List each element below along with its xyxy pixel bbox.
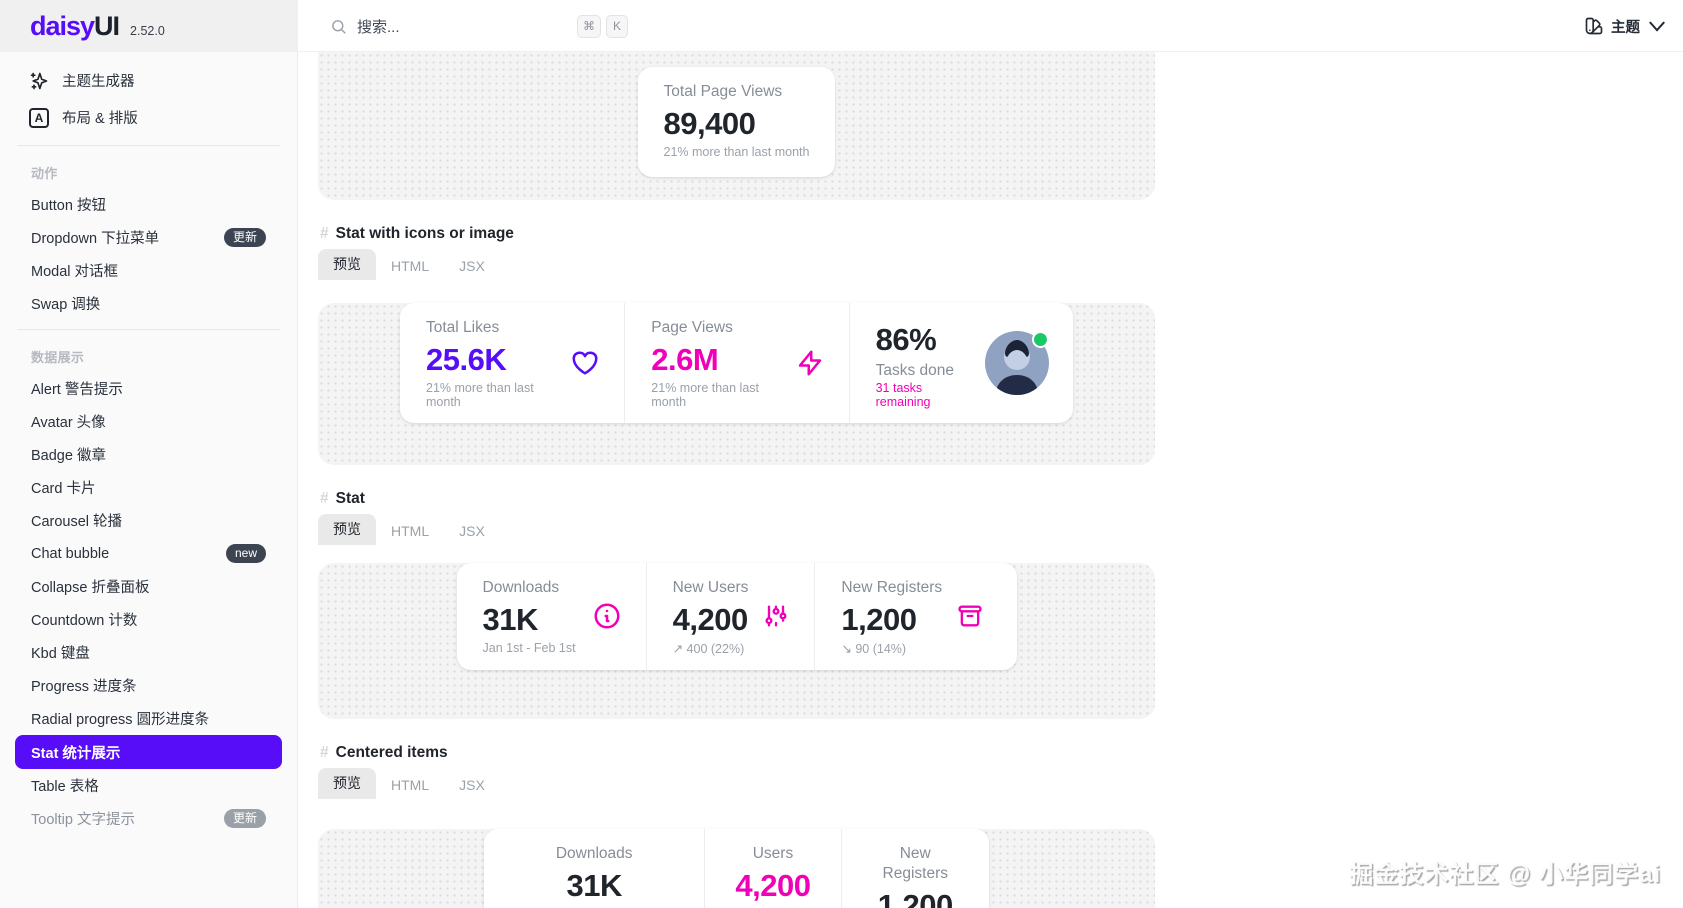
preview-panel-top: Total Page Views 89,400 21% more than la…	[318, 52, 1155, 200]
sidebar-item-badge[interactable]: Badge 徽章	[31, 448, 106, 464]
stat-card-total-page-views: Total Page Views 89,400 21% more than la…	[637, 67, 836, 177]
sidebar-section-actions: 动作	[31, 166, 58, 181]
stat-downloads: Downloads 31K Jan 1st - Feb 1st	[457, 563, 646, 670]
daisyui-logo[interactable]: daisyUI	[30, 11, 120, 41]
stat-downloads-centered: Downloads 31K From January 1st to Februa…	[539, 845, 650, 908]
letter-a-icon: A	[29, 107, 49, 128]
tab-preview[interactable]: 预览	[318, 249, 376, 280]
stat-total-likes: Total Likes 25.6K 21% more than last mon…	[400, 303, 624, 423]
preview-panel-centered: Downloads 31K From January 1st to Februa…	[318, 829, 1155, 908]
stat-new-registers-centered: New Registers 1,200 ↘ 90 (14%)	[840, 829, 990, 908]
sidebar-item-radial-progress[interactable]: Radial progress 圆形进度条	[31, 712, 210, 728]
main-content: Total Page Views 89,400 21% more than la…	[318, 52, 1155, 908]
stat-desc: 21% more than last month	[663, 144, 810, 159]
sidebar-item-card[interactable]: Card 卡片	[31, 481, 96, 497]
new-badge: new	[225, 543, 266, 564]
lightning-bolt-icon	[795, 348, 825, 378]
sidebar-item-kbd[interactable]: Kbd 键盘	[31, 646, 90, 662]
sidebar-item-progress[interactable]: Progress 进度条	[31, 679, 137, 695]
stat-value: 89,400	[663, 106, 756, 142]
tab-html[interactable]: HTML	[391, 258, 430, 274]
search-shortcut: ⌘ K	[577, 14, 628, 38]
logo-zone: daisyUI 2.52.0	[0, 0, 298, 52]
divider	[17, 145, 280, 146]
tab-html[interactable]: HTML	[391, 523, 430, 539]
sidebar-item-collapse[interactable]: Collapse 折叠面板	[31, 580, 150, 596]
sidebar-item-button[interactable]: Button 按钮	[31, 198, 106, 214]
sidebar: 主题生成器 A 布局 & 排版 动作 Button 按钮 Dropdown 下拉…	[0, 52, 298, 908]
version-label: 2.52.0	[130, 24, 165, 38]
sidebar-item-tooltip[interactable]: Tooltip 文字提示 更新	[15, 802, 282, 835]
sidebar-item-swap[interactable]: Swap 调换	[31, 297, 101, 313]
kbd-k: K	[606, 14, 628, 38]
theme-label: 主题	[1611, 19, 1640, 36]
sidebar-item-stat[interactable]: Stat 统计展示	[15, 735, 282, 769]
search-input[interactable]: 搜索... ⌘ K	[330, 0, 628, 52]
section-title: Stat with icons or image	[335, 225, 514, 242]
sidebar-item-table[interactable]: Table 表格	[31, 779, 99, 795]
sidebar-item-chat-bubble[interactable]: Chat bubble new	[15, 537, 282, 570]
section-heading-icons: # Stat with icons or image	[320, 225, 1155, 243]
sidebar-item-countdown[interactable]: Countdown 计数	[31, 613, 138, 629]
kbd-meta: ⌘	[577, 14, 601, 38]
stat-total-page-views: Total Page Views 89,400 21% more than la…	[638, 67, 836, 177]
sidebar-item-avatar[interactable]: Avatar 头像	[31, 415, 106, 431]
section-title: Stat	[335, 490, 365, 507]
archive-box-icon	[956, 602, 984, 630]
preview-panel-stat: Downloads 31K Jan 1st - Feb 1st New User…	[318, 563, 1155, 719]
sidebar-item-modal[interactable]: Modal 对话框	[31, 264, 119, 280]
sidebar-item-carousel[interactable]: Carousel 轮播	[31, 514, 123, 530]
section-heading-stat: # Stat	[320, 490, 1155, 508]
sliders-icon	[762, 602, 790, 630]
preview-panel-icons: Total Likes 25.6K 21% more than last mon…	[318, 303, 1155, 465]
sidebar-item-alert[interactable]: Alert 警告提示	[31, 382, 123, 398]
color-swatch-icon	[1585, 17, 1603, 35]
stat-card-centered: Downloads 31K From January 1st to Februa…	[484, 829, 989, 908]
tab-jsx[interactable]: JSX	[459, 258, 485, 274]
stat-card-plain: Downloads 31K Jan 1st - Feb 1st New User…	[456, 563, 1017, 670]
tab-jsx[interactable]: JSX	[459, 523, 485, 539]
hash-mark: #	[320, 490, 329, 507]
theme-dropdown-button[interactable]: 主题	[1584, 0, 1683, 52]
tab-group-centered: 预览 HTML JSX	[318, 768, 1155, 799]
avatar	[984, 330, 1049, 395]
section-title: Centered items	[335, 744, 448, 761]
stat-title: Total Page Views	[663, 83, 783, 100]
stat-tasks-done: 86% Tasks done 31 tasks remaining	[848, 303, 1073, 423]
info-icon	[592, 601, 622, 631]
tab-jsx[interactable]: JSX	[459, 777, 485, 793]
stat-page-views: Page Views 2.6M 21% more than last month	[624, 303, 848, 423]
stat-new-users: New Users 4,200 ↗ 400 (22%)	[645, 563, 815, 670]
search-icon	[332, 19, 346, 34]
hash-mark: #	[320, 744, 329, 761]
topbar: daisyUI 2.52.0 搜索... ⌘ K 主题	[0, 0, 1683, 52]
hash-mark: #	[320, 225, 329, 242]
sidebar-fade	[0, 828, 296, 908]
stat-new-registers: New Registers 1,200 ↘ 90 (14%)	[814, 563, 1008, 670]
search-placeholder: 搜索...	[357, 18, 400, 36]
sidebar-section-data-display: 数据展示	[31, 350, 85, 365]
tab-group-stat: 预览 HTML JSX	[318, 514, 1155, 545]
tab-preview[interactable]: 预览	[318, 768, 376, 799]
watermark: 掘金技术社区 @ 小华同学ai	[1349, 861, 1661, 888]
stat-users-centered: Users 4,200 ↗ 40 (2%)	[704, 829, 840, 908]
heart-icon	[570, 348, 600, 378]
magic-wand-icon	[29, 71, 49, 91]
tab-group-icons: 预览 HTML JSX	[318, 249, 1155, 280]
updated-badge: 更新	[223, 227, 266, 248]
online-indicator	[1031, 330, 1049, 348]
chevron-down-icon	[1649, 21, 1665, 32]
section-heading-centered: # Centered items	[320, 744, 1155, 762]
stat-card-icons: Total Likes 25.6K 21% more than last mon…	[400, 303, 1073, 423]
sidebar-item-layout-typography[interactable]: A 布局 & 排版	[15, 99, 282, 136]
sidebar-item-dropdown[interactable]: Dropdown 下拉菜单 更新	[15, 221, 282, 254]
divider	[17, 329, 280, 330]
updated-badge: 更新	[223, 808, 266, 829]
sidebar-item-theme-generator[interactable]: 主题生成器	[15, 62, 282, 99]
tab-html[interactable]: HTML	[391, 777, 430, 793]
tab-preview[interactable]: 预览	[318, 514, 376, 545]
